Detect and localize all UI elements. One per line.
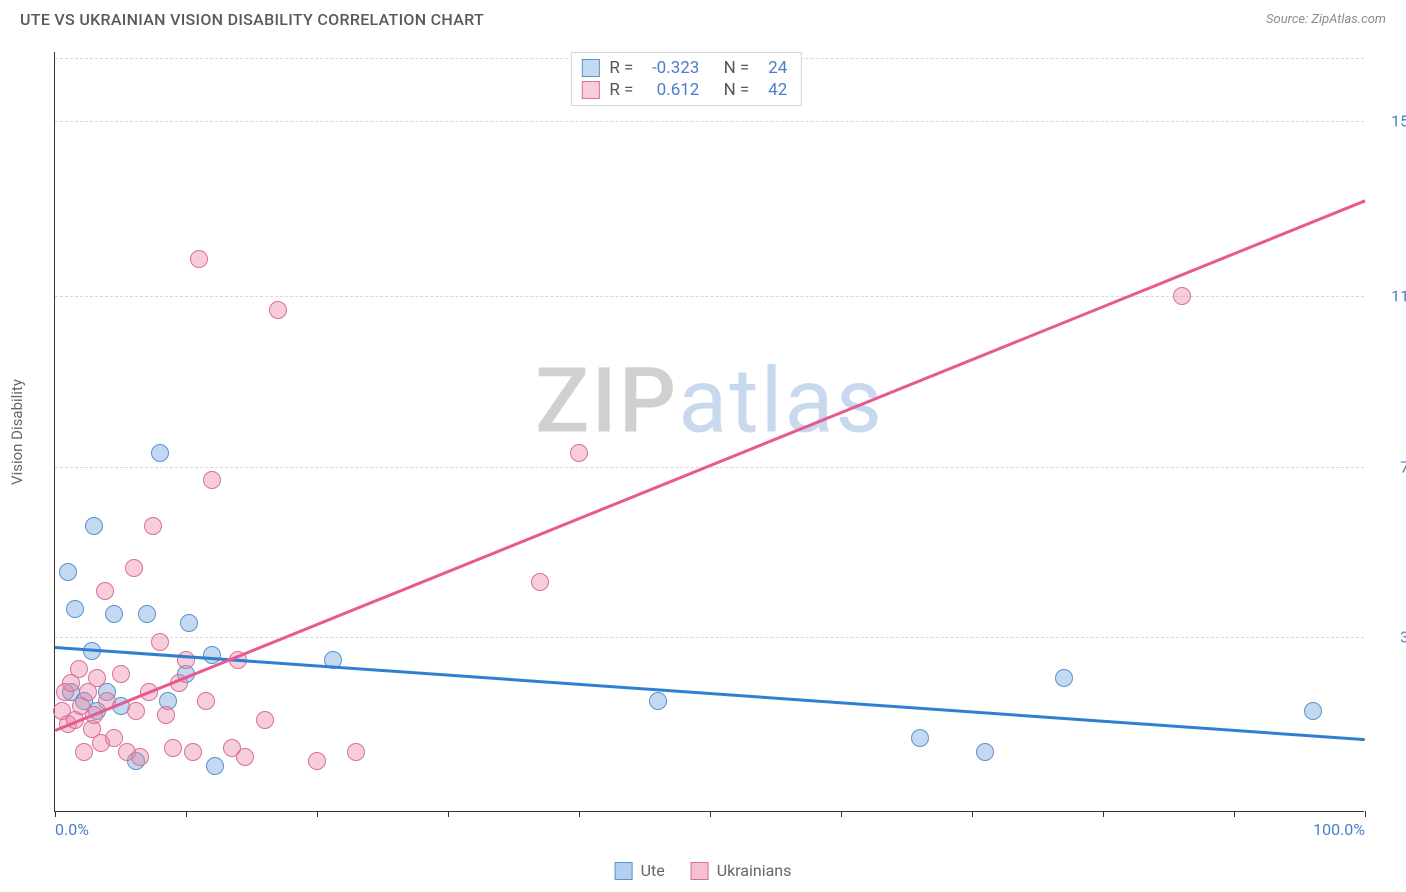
data-point[interactable] — [911, 729, 929, 747]
data-point[interactable] — [138, 605, 156, 623]
r-label: R = — [609, 80, 633, 100]
data-point[interactable] — [203, 471, 221, 489]
x-tick — [55, 811, 56, 817]
correlation-legend: R = -0.323 N = 24 R = 0.612 N = 42 — [570, 52, 802, 106]
x-tick-label: 100.0% — [1313, 820, 1365, 839]
data-point[interactable] — [96, 582, 114, 600]
data-point[interactable] — [531, 573, 549, 591]
y-tick-label: 3.8% — [1374, 627, 1406, 646]
legend-item-ukrainians[interactable]: Ukrainians — [691, 861, 792, 880]
x-tick — [448, 811, 449, 817]
data-point[interactable] — [151, 444, 169, 462]
gridline — [55, 121, 1364, 122]
y-tick-label: 11.2% — [1374, 287, 1406, 306]
data-point[interactable] — [256, 711, 274, 729]
legend-row-ukrainians: R = 0.612 N = 42 — [581, 79, 787, 101]
trend-line — [55, 646, 1365, 741]
legend-swatch-ute — [581, 59, 599, 77]
data-point[interactable] — [75, 743, 93, 761]
legend-swatch-ute-icon — [615, 862, 633, 880]
watermark-part1: ZIP — [535, 349, 678, 454]
data-point[interactable] — [1055, 669, 1073, 687]
data-point[interactable] — [112, 665, 130, 683]
r-value-ute: -0.323 — [643, 58, 699, 78]
x-tick — [317, 811, 318, 817]
y-tick-label: 7.5% — [1374, 457, 1406, 476]
data-point[interactable] — [347, 743, 365, 761]
data-point[interactable] — [88, 669, 106, 687]
x-tick — [186, 811, 187, 817]
chart-source: Source: ZipAtlas.com — [1266, 12, 1386, 27]
data-point[interactable] — [164, 739, 182, 757]
y-tick-label: 15.0% — [1374, 112, 1406, 131]
data-point[interactable] — [184, 743, 202, 761]
x-tick — [1103, 811, 1104, 817]
data-point[interactable] — [206, 757, 224, 775]
data-point[interactable] — [197, 692, 215, 710]
chart-header: UTE VS UKRAINIAN VISION DISABILITY CORRE… — [0, 0, 1406, 35]
watermark: ZIPatlas — [535, 349, 884, 454]
data-point[interactable] — [1304, 702, 1322, 720]
gridline — [55, 296, 1364, 297]
data-point[interactable] — [177, 651, 195, 669]
n-value-ute: 24 — [759, 58, 787, 78]
data-point[interactable] — [976, 743, 994, 761]
legend-label-ukrainians: Ukrainians — [717, 861, 792, 880]
x-tick — [972, 811, 973, 817]
legend-label-ute: Ute — [641, 861, 665, 880]
trend-line — [55, 199, 1366, 731]
data-point[interactable] — [180, 614, 198, 632]
data-point[interactable] — [85, 517, 103, 535]
x-tick — [1234, 811, 1235, 817]
data-point[interactable] — [151, 633, 169, 651]
y-axis-label: Vision Disability — [8, 379, 26, 485]
data-point[interactable] — [236, 748, 254, 766]
data-point[interactable] — [157, 706, 175, 724]
x-tick — [710, 811, 711, 817]
data-point[interactable] — [570, 444, 588, 462]
r-label: R = — [609, 58, 633, 78]
n-label: N = — [724, 80, 750, 100]
data-point[interactable] — [125, 559, 143, 577]
series-legend: Ute Ukrainians — [615, 861, 792, 880]
data-point[interactable] — [59, 563, 77, 581]
data-point[interactable] — [105, 605, 123, 623]
legend-swatch-ukrainians-icon — [691, 862, 709, 880]
data-point[interactable] — [131, 748, 149, 766]
data-point[interactable] — [308, 752, 326, 770]
data-point[interactable] — [70, 660, 88, 678]
x-tick — [579, 811, 580, 817]
data-point[interactable] — [66, 600, 84, 618]
n-value-ukrainians: 42 — [759, 80, 787, 100]
gridline — [55, 637, 1364, 638]
legend-item-ute[interactable]: Ute — [615, 861, 665, 880]
data-point[interactable] — [127, 702, 145, 720]
r-value-ukrainians: 0.612 — [643, 80, 699, 100]
data-point[interactable] — [1173, 287, 1191, 305]
x-tick — [841, 811, 842, 817]
legend-row-ute: R = -0.323 N = 24 — [581, 57, 787, 79]
data-point[interactable] — [144, 517, 162, 535]
chart-plot-area: ZIPatlas Vision Disability 3.8%7.5%11.2%… — [54, 52, 1364, 812]
n-label: N = — [724, 58, 750, 78]
data-point[interactable] — [269, 301, 287, 319]
x-tick-label: 0.0% — [55, 820, 89, 839]
x-tick — [1365, 811, 1366, 817]
legend-swatch-ukrainians — [581, 81, 599, 99]
data-point[interactable] — [190, 250, 208, 268]
chart-title: UTE VS UKRAINIAN VISION DISABILITY CORRE… — [20, 10, 484, 29]
data-point[interactable] — [649, 692, 667, 710]
